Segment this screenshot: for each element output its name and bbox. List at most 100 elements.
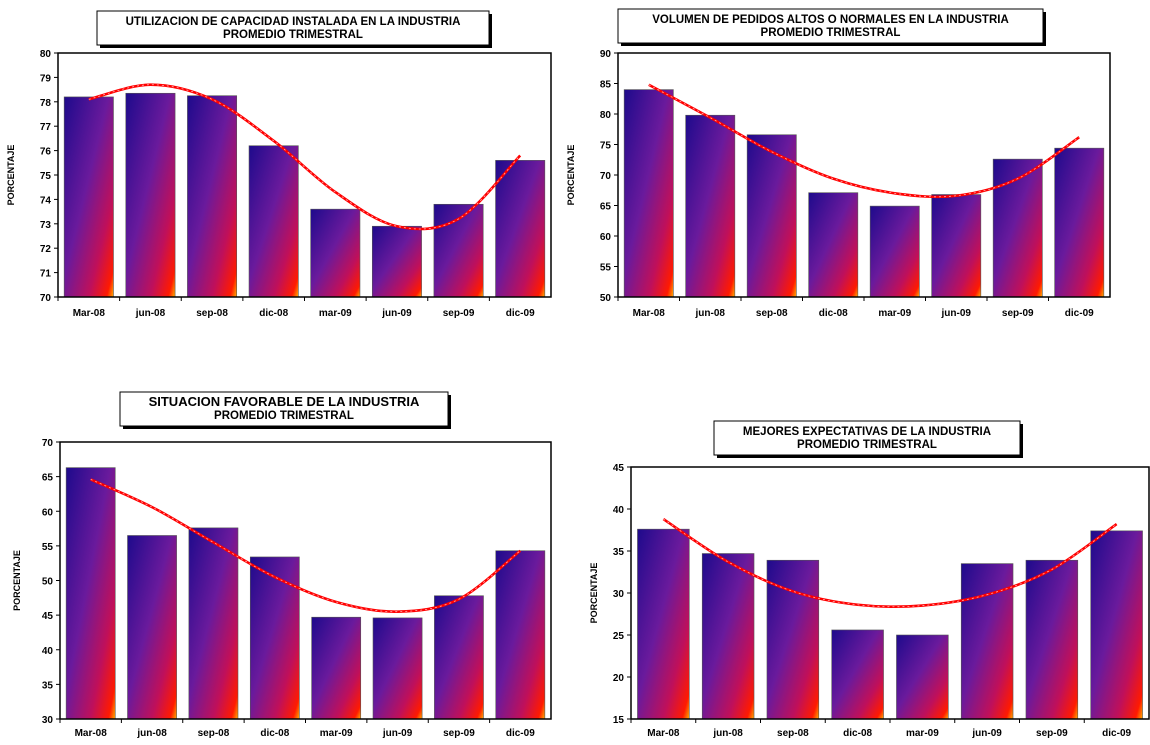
bar-jun-08 [125,92,176,298]
x-tick-label: jun-09 [941,308,972,319]
y-tick-label: 45 [613,463,625,474]
x-tick-label: dic-09 [506,728,535,739]
x-tick-label: Mar-08 [633,308,666,319]
bar-sep-09 [1025,559,1079,720]
x-tick-label: jun-08 [695,308,726,319]
bar-sep-08 [766,559,820,720]
x-tick-label: sep-08 [777,728,809,739]
chart-4: MEJORES EXPECTATIVAS DE LA INDUSTRIAPROM… [589,420,1150,739]
y-tick-label: 35 [42,680,54,691]
bar-mar-09 [896,634,949,720]
bar-jun-08 [701,553,755,720]
x-tick-label: Mar-08 [75,728,108,739]
chart-2: VOLUMEN DE PEDIDOS ALTOS O NORMALES EN L… [566,8,1111,319]
bar-dic-09 [495,160,546,298]
y-tick-label: 45 [42,611,54,622]
chart-title-line: PROMEDIO TRIMESTRAL [797,439,937,451]
y-tick-label: 55 [600,263,612,274]
chart-title-line: SITUACION FAVORABLE DE LA INDUSTRIA [149,394,420,409]
y-tick-label: 79 [40,73,52,84]
y-tick-label: 30 [42,715,54,726]
title-box [713,420,1021,456]
y-tick-label: 55 [42,542,54,553]
bar-Mar-08 [63,96,114,298]
x-tick-label: mar-09 [319,308,352,319]
x-tick-label: jun-09 [381,308,412,319]
x-tick-label: dic-08 [819,308,848,319]
x-tick-label: sep-08 [196,308,228,319]
chart-3: SITUACION FAVORABLE DE LA INDUSTRIAPROME… [12,391,552,739]
bar-Mar-08 [65,467,116,720]
y-tick-label: 40 [42,646,54,657]
y-axis-label: PORCENTAJE [589,563,599,624]
y-tick-label: 72 [40,244,52,255]
x-tick-label: mar-09 [320,728,353,739]
x-tick-label: dic-09 [1102,728,1131,739]
bar-sep-09 [992,158,1043,298]
y-axis-label: PORCENTAJE [566,145,576,206]
x-tick-label: jun-08 [712,728,743,739]
bar-mar-09 [869,205,920,298]
title-box [119,391,449,427]
bar-sep-08 [187,95,238,298]
y-tick-label: 80 [600,110,612,121]
y-tick-label: 65 [600,202,612,213]
bar-dic-08 [808,192,859,298]
bar-dic-08 [249,556,300,720]
bar-jun-09 [371,225,422,298]
y-tick-label: 65 [42,473,54,484]
bar-sep-09 [434,595,484,720]
x-tick-label: sep-09 [443,308,475,319]
y-tick-label: 73 [40,220,52,231]
y-tick-label: 40 [613,505,625,516]
bar-dic-08 [248,145,299,298]
chart-title-line: VOLUMEN DE PEDIDOS ALTOS O NORMALES EN L… [652,14,1009,26]
chart-title-line: PROMEDIO TRIMESTRAL [761,27,901,39]
y-tick-label: 70 [600,171,612,182]
bar-jun-08 [127,535,177,720]
x-tick-label: mar-09 [906,728,939,739]
chart-title-line: PROMEDIO TRIMESTRAL [223,29,363,41]
y-tick-label: 50 [42,577,54,588]
bar-sep-08 [188,527,239,720]
bar-dic-09 [1054,147,1105,298]
x-tick-label: dic-08 [260,728,289,739]
x-tick-label: dic-09 [1065,308,1094,319]
y-tick-label: 15 [613,715,625,726]
bar-dic-09 [1090,530,1143,720]
trend-line-highlight [648,84,1080,198]
y-tick-label: 78 [40,98,52,109]
y-tick-label: 20 [613,673,625,684]
x-tick-label: dic-08 [259,308,288,319]
y-axis-label: PORCENTAJE [12,550,22,611]
y-tick-label: 74 [40,195,52,206]
chart-1: UTILIZACION DE CAPACIDAD INSTALADA EN LA… [6,10,552,319]
x-tick-label: jun-09 [971,728,1002,739]
bar-mar-09 [311,616,362,720]
bar-dic-08 [831,629,884,720]
y-tick-label: 75 [600,141,612,152]
bar-sep-08 [746,134,797,298]
trend-line-highlight [90,479,521,613]
bar-jun-09 [960,563,1014,720]
x-tick-label: sep-09 [1002,308,1034,319]
chart-title-line: MEJORES EXPECTATIVAS DE LA INDUSTRIA [743,426,991,438]
bar-dic-09 [495,550,546,720]
title-box [617,8,1044,44]
x-tick-label: sep-09 [1036,728,1068,739]
y-tick-label: 80 [40,49,52,60]
chart-title-line: UTILIZACION DE CAPACIDAD INSTALADA EN LA… [126,16,461,28]
y-tick-label: 85 [600,80,612,91]
x-tick-label: dic-08 [843,728,872,739]
bar-Mar-08 [623,89,674,298]
x-tick-label: mar-09 [878,308,911,319]
x-tick-label: sep-08 [198,728,230,739]
y-tick-label: 90 [600,49,612,60]
bar-jun-08 [685,114,736,298]
bar-jun-09 [931,194,982,298]
x-tick-label: jun-09 [382,728,413,739]
x-tick-label: sep-09 [443,728,475,739]
y-tick-label: 70 [40,293,52,304]
bar-Mar-08 [637,528,690,720]
